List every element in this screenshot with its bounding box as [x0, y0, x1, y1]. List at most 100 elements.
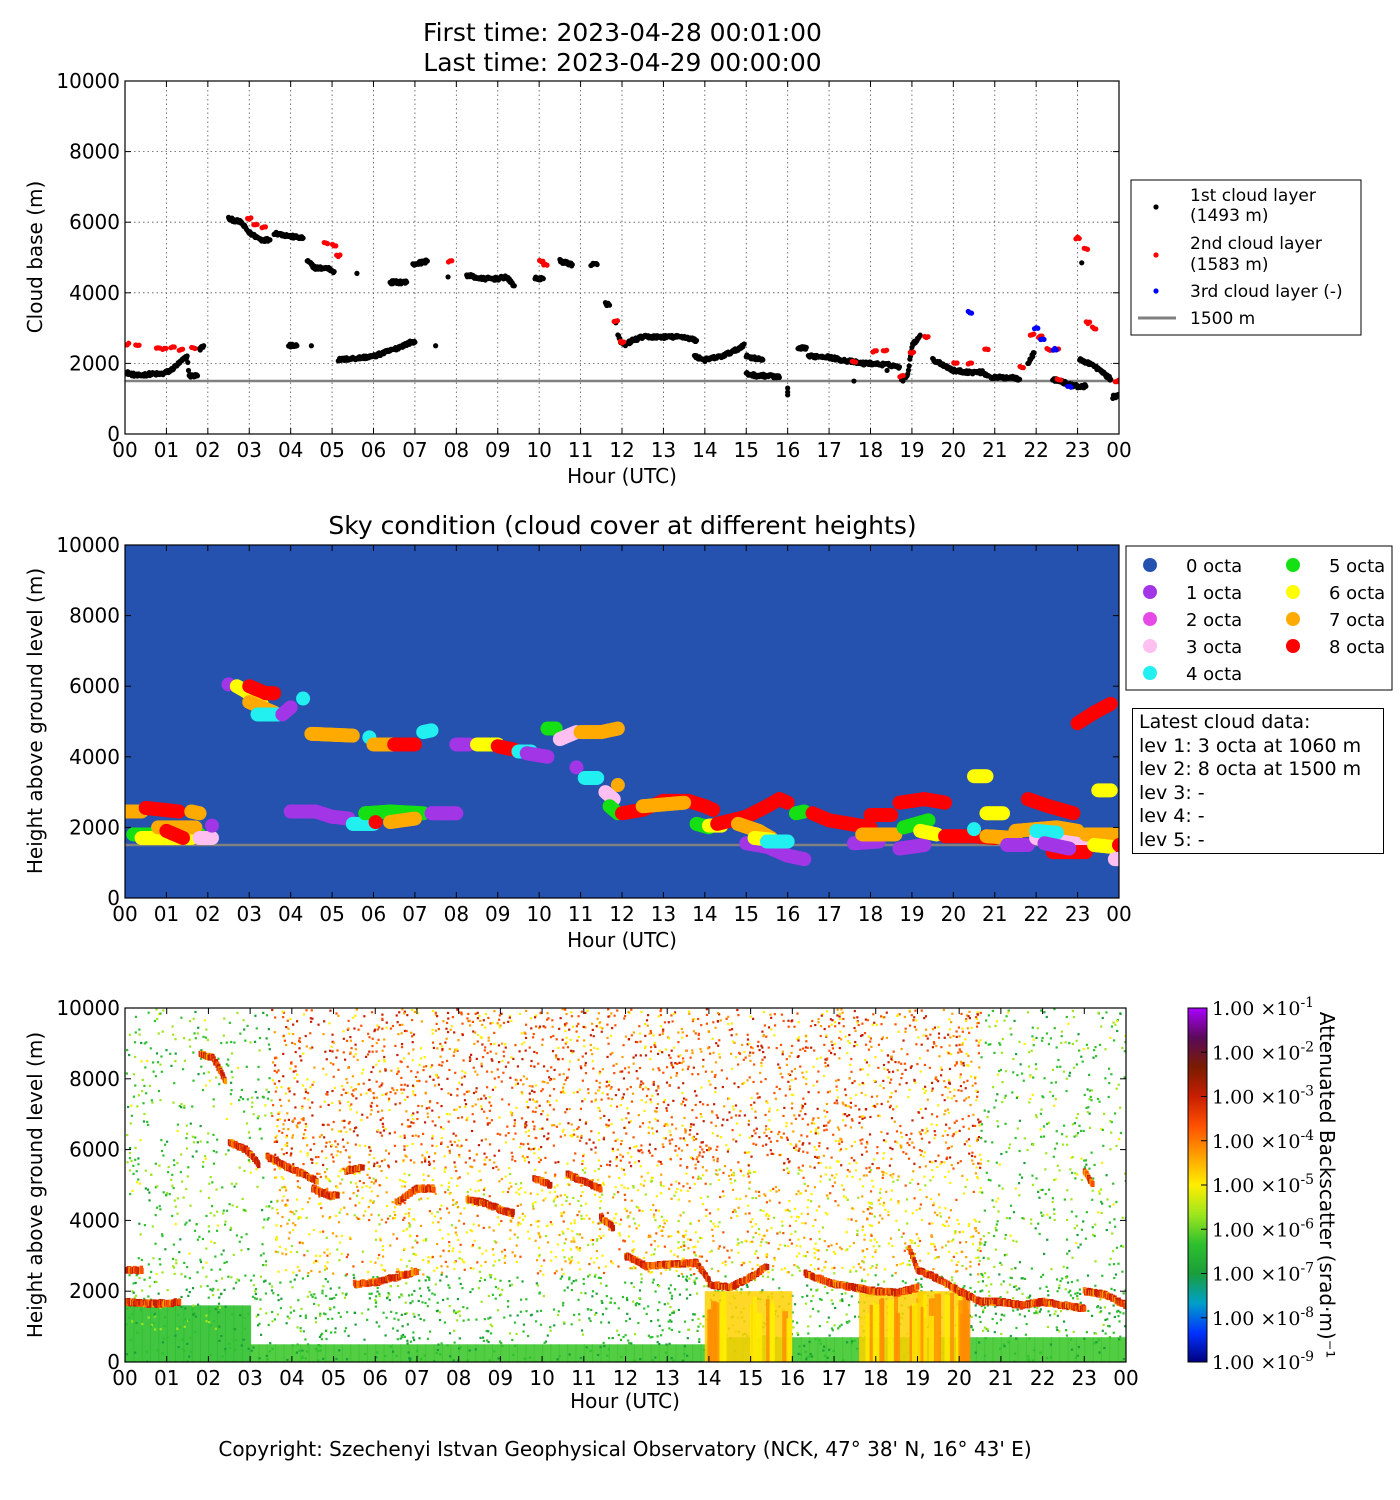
backscatter-noise-pixel [153, 1315, 156, 1318]
backscatter-ground-layer [250, 1344, 260, 1362]
backscatter-noise-pixel [836, 1089, 839, 1092]
backscatter-noise-pixel [428, 1330, 432, 1333]
backscatter-ground-layer [191, 1305, 202, 1362]
backscatter-noise-pixel [635, 1205, 638, 1209]
backscatter-noise-pixel [1080, 1178, 1083, 1182]
octa-legend-label-1: 1 octa [1186, 583, 1242, 604]
cloud-base-point-layer1 [184, 353, 190, 359]
x-tick-label: 11 [568, 902, 593, 926]
backscatter-noise-pixel [934, 1076, 938, 1079]
backscatter-noise-pixel [520, 1032, 523, 1035]
backscatter-noise-pixel [947, 1079, 951, 1082]
backscatter-noise-pixel [463, 1207, 466, 1210]
backscatter-noise-pixel [456, 1008, 459, 1011]
backscatter-noise-pixel [801, 1143, 804, 1146]
backscatter-noise-pixel [665, 1343, 668, 1346]
backscatter-noise-pixel [277, 1069, 280, 1072]
cloud-base-data [125, 214, 1119, 401]
backscatter-noise-pixel [947, 1170, 950, 1173]
cloud-base-point-layer2 [248, 215, 254, 221]
backscatter-noise-pixel [758, 1136, 761, 1139]
backscatter-noise-pixel [804, 1046, 808, 1049]
backscatter-noise-pixel [1122, 1312, 1125, 1315]
backscatter-noise-pixel [273, 1069, 276, 1072]
backscatter-noise-pixel [630, 1100, 634, 1103]
backscatter-noise-pixel [860, 1126, 864, 1129]
backscatter-noise-pixel [929, 1033, 932, 1036]
x-tick-label: 06 [361, 438, 386, 462]
x-tick-label: 16 [775, 902, 800, 926]
backscatter-noise-pixel [932, 1041, 936, 1044]
backscatter-noise-pixel [614, 1186, 617, 1189]
backscatter-noise-pixel [356, 1134, 359, 1137]
backscatter-noise-pixel [527, 1134, 530, 1138]
backscatter-noise-pixel [469, 1165, 472, 1168]
backscatter-noise-pixel [504, 1065, 508, 1068]
backscatter-noise-pixel [920, 1277, 923, 1280]
backscatter-noise-pixel [969, 1273, 972, 1276]
backscatter-noise-pixel [302, 1052, 305, 1055]
backscatter-noise-pixel [714, 1086, 717, 1090]
backscatter-noise-pixel [1110, 1287, 1113, 1290]
backscatter-noise-pixel [578, 1249, 581, 1252]
cloud-base-point-layer1 [194, 373, 201, 379]
backscatter-noise-pixel [880, 1049, 883, 1052]
backscatter-noise-pixel [153, 1019, 157, 1023]
backscatter-noise-pixel [652, 1132, 655, 1135]
y-tick-label: 2000 [69, 815, 120, 839]
backscatter-noise-pixel [362, 1214, 365, 1217]
backscatter-noise-pixel [420, 1057, 423, 1060]
backscatter-noise-pixel [343, 1126, 346, 1129]
backscatter-noise-pixel [944, 1244, 948, 1247]
backscatter-noise-pixel [1094, 1260, 1097, 1263]
backscatter-noise-pixel [919, 1133, 922, 1136]
backscatter-noise-pixel [196, 1271, 199, 1274]
backscatter-noise-pixel [277, 1112, 280, 1115]
backscatter-noise-pixel [439, 1279, 442, 1282]
backscatter-noise-pixel [188, 1020, 192, 1023]
backscatter-noise-pixel [208, 1182, 211, 1185]
backscatter-noise-pixel [305, 1009, 308, 1012]
backscatter-noise-pixel [892, 1173, 895, 1176]
octa-marker-4 [590, 770, 605, 785]
backscatter-noise-pixel [210, 1205, 214, 1208]
backscatter-ground-layer [141, 1305, 152, 1362]
backscatter-noise-pixel [1105, 1011, 1108, 1014]
backscatter-noise-pixel [937, 1104, 940, 1107]
x-tick-label: 03 [237, 902, 262, 926]
octa-marker-3 [204, 830, 219, 845]
backscatter-noise-pixel [651, 1127, 654, 1130]
backscatter-noise-pixel [524, 1049, 527, 1052]
backscatter-noise-pixel [521, 1092, 524, 1095]
backscatter-noise-pixel [1020, 1072, 1024, 1075]
backscatter-ground-layer [325, 1344, 335, 1362]
backscatter-noise-pixel [892, 1050, 895, 1053]
backscatter-noise-pixel [826, 1091, 830, 1094]
backscatter-ground-layer [633, 1344, 644, 1362]
backscatter-noise-pixel [468, 1056, 472, 1059]
backscatter-noise-pixel [932, 1204, 935, 1207]
backscatter-noise-pixel [305, 1045, 308, 1048]
backscatter-noise-pixel [697, 1073, 700, 1076]
backscatter-noise-pixel [810, 1046, 813, 1049]
backscatter-noise-pixel [607, 1084, 611, 1087]
backscatter-noise-pixel [582, 1282, 585, 1285]
backscatter-noise-pixel [734, 1114, 738, 1117]
backscatter-noise-pixel [714, 1073, 717, 1077]
backscatter-noise-pixel [544, 1026, 547, 1029]
backscatter-noise-pixel [274, 1136, 277, 1139]
backscatter-noise-pixel [576, 1135, 579, 1138]
backscatter-noise-pixel [227, 1064, 230, 1067]
backscatter-noise-pixel [984, 1337, 987, 1340]
backscatter-noise-pixel [188, 1219, 191, 1222]
backscatter-noise-pixel [227, 1275, 230, 1278]
backscatter-noise-pixel [597, 1167, 600, 1171]
backscatter-noise-pixel [982, 1309, 985, 1312]
backscatter-noise-pixel [494, 1086, 497, 1089]
backscatter-noise-pixel [522, 1143, 525, 1146]
x-tick-label: 21 [982, 438, 1007, 462]
backscatter-noise-pixel [1032, 1044, 1035, 1047]
backscatter-noise-pixel [346, 1311, 349, 1314]
backscatter-noise-pixel [580, 1214, 583, 1217]
